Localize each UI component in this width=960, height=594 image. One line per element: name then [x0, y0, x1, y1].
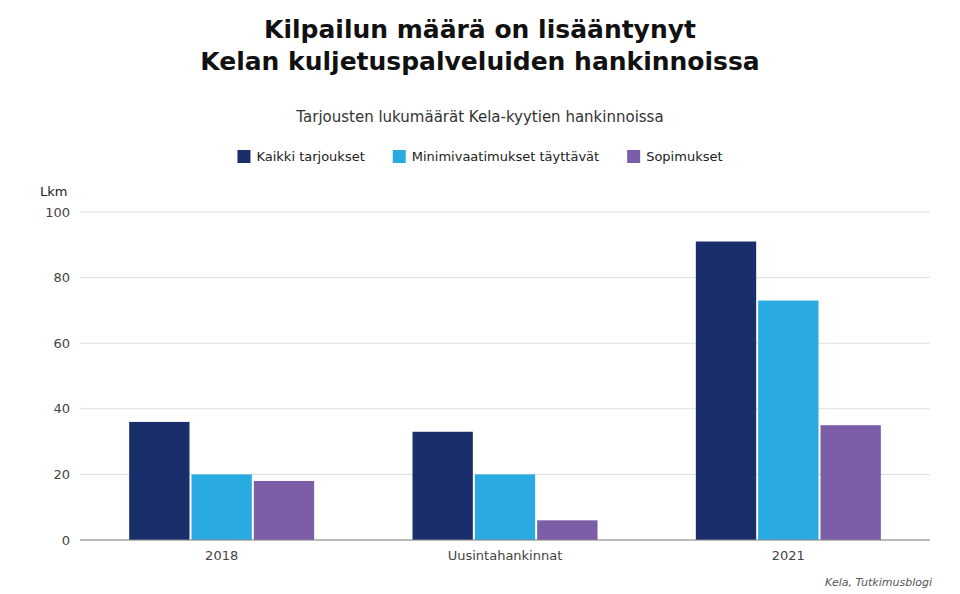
bar: [758, 301, 818, 540]
bar: [537, 520, 597, 540]
x-axis-line: [80, 540, 930, 541]
source: Kela, Tutkimusblogi: [825, 576, 932, 589]
bar: [821, 425, 881, 540]
y-axis: 0 20 40 60 80 100: [45, 205, 70, 548]
subtitle: Tarjousten lukumäärät Kela-kyytien hanki…: [295, 108, 663, 126]
chart-svg: Kilpailun määrä on lisääntynyt Kelan kulj…: [0, 0, 960, 594]
legend-label: Kaikki tarjoukset: [256, 149, 364, 164]
grid: [80, 212, 930, 540]
bar: [192, 474, 252, 540]
legend-swatch: [393, 150, 406, 163]
y-tick-label: 20: [53, 467, 70, 482]
legend-item: Kaikki tarjoukset: [237, 149, 364, 164]
y-tick-label: 60: [53, 336, 70, 351]
legend-label: Minimivaatimukset täyttävät: [412, 149, 599, 164]
legend-swatch: [237, 150, 250, 163]
x-tick-label: 2018: [205, 548, 238, 563]
x-tick-label: Uusintahankinnat: [448, 548, 563, 563]
bar: [129, 422, 189, 540]
chart-container: Kilpailun määrä on lisääntynyt Kelan kulj…: [0, 0, 960, 594]
legend-item: Minimivaatimukset täyttävät: [393, 149, 599, 164]
background: [0, 0, 960, 594]
x-tick-label: 2021: [772, 548, 805, 563]
bar: [254, 481, 314, 540]
bars: [129, 242, 881, 540]
grid-line: [80, 277, 930, 278]
legend-swatch: [627, 150, 640, 163]
bar: [696, 242, 756, 540]
y-tick-label: 40: [53, 401, 70, 416]
title-line: Kelan kuljetuspalveluiden hankinnoissa: [200, 47, 760, 76]
x-axis: 2018 Uusintahankinnat 2021: [80, 540, 930, 563]
y-axis-label: Lkm: [40, 184, 67, 199]
bar: [413, 432, 473, 540]
bar: [475, 474, 535, 540]
y-tick-label: 100: [45, 205, 70, 220]
y-tick-label: 0: [62, 533, 70, 548]
title: Kilpailun määrä on lisääntynyt Kelan kulj…: [200, 15, 760, 76]
legend-label: Sopimukset: [646, 149, 722, 164]
legend: Kaikki tarjoukset Minimivaatimukset täytt…: [237, 149, 722, 164]
grid-line: [80, 212, 930, 213]
y-tick-label: 80: [53, 270, 70, 285]
title-line: Kilpailun määrä on lisääntynyt: [264, 15, 696, 44]
grid-line: [80, 540, 930, 541]
legend-item: Sopimukset: [627, 149, 722, 164]
